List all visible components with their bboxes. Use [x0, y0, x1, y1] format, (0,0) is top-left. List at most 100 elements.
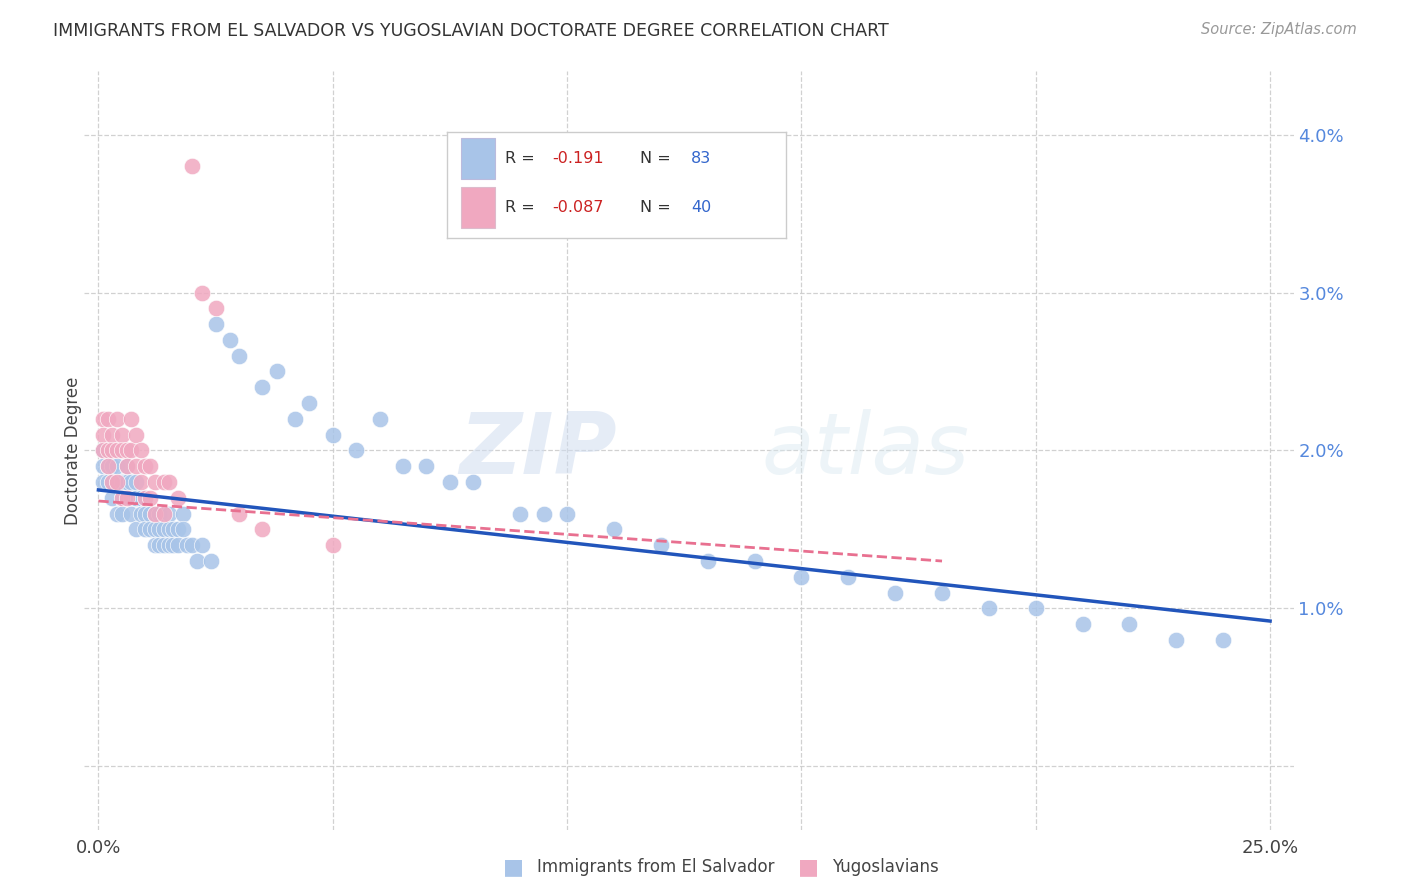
Point — [298, 396, 321, 410]
Point — [134, 523, 156, 537]
Point — [115, 491, 138, 505]
Point — [129, 491, 152, 505]
Point — [125, 427, 148, 442]
Point — [115, 459, 138, 474]
Point — [1118, 617, 1140, 632]
Point — [105, 475, 128, 489]
Point — [167, 523, 190, 537]
Point — [696, 554, 718, 568]
Point — [111, 507, 134, 521]
Point — [181, 538, 204, 552]
Point — [650, 538, 672, 552]
Point — [134, 507, 156, 521]
Point — [284, 412, 307, 426]
Point — [129, 507, 152, 521]
Text: ■: ■ — [503, 857, 523, 877]
Point — [129, 475, 152, 489]
Point — [120, 491, 142, 505]
Point — [153, 507, 176, 521]
Point — [172, 523, 194, 537]
Point — [134, 491, 156, 505]
Y-axis label: Doctorate Degree: Doctorate Degree — [65, 376, 82, 524]
Point — [884, 585, 907, 599]
Point — [91, 475, 114, 489]
Point — [162, 538, 184, 552]
Point — [148, 507, 170, 521]
Point — [143, 507, 166, 521]
Point — [252, 523, 274, 537]
Point — [139, 523, 162, 537]
Point — [190, 285, 212, 300]
Point — [415, 459, 437, 474]
Point — [200, 554, 222, 568]
Point — [228, 507, 250, 521]
Point — [148, 523, 170, 537]
Point — [186, 554, 208, 568]
Point — [157, 475, 180, 489]
Point — [111, 491, 134, 505]
Point — [125, 523, 148, 537]
Point — [97, 412, 120, 426]
Point — [190, 538, 212, 552]
Point — [509, 507, 531, 521]
Point — [143, 475, 166, 489]
Text: ZIP: ZIP — [458, 409, 616, 492]
Text: atlas: atlas — [762, 409, 970, 492]
Point — [368, 412, 391, 426]
Point — [603, 523, 626, 537]
Point — [790, 570, 813, 584]
Point — [148, 538, 170, 552]
Point — [111, 491, 134, 505]
Point — [176, 538, 198, 552]
Point — [977, 601, 1000, 615]
Point — [218, 333, 240, 347]
Point — [101, 427, 124, 442]
Point — [97, 459, 120, 474]
Point — [111, 427, 134, 442]
Text: Yugoslavians: Yugoslavians — [832, 858, 939, 876]
Point — [266, 364, 288, 378]
Point — [125, 475, 148, 489]
Point — [392, 459, 415, 474]
Point — [111, 443, 134, 458]
Point — [172, 507, 194, 521]
Point — [139, 507, 162, 521]
Point — [91, 427, 114, 442]
Point — [101, 459, 124, 474]
Point — [139, 491, 162, 505]
Point — [125, 491, 148, 505]
Point — [91, 459, 114, 474]
Point — [555, 507, 578, 521]
Point — [115, 475, 138, 489]
Point — [931, 585, 953, 599]
Point — [101, 491, 124, 505]
Point — [157, 523, 180, 537]
Point — [101, 475, 124, 489]
Point — [105, 507, 128, 521]
Point — [157, 538, 180, 552]
Point — [120, 443, 142, 458]
Point — [101, 443, 124, 458]
Point — [157, 507, 180, 521]
Point — [322, 427, 344, 442]
Point — [143, 538, 166, 552]
Point — [97, 443, 120, 458]
Point — [181, 159, 204, 173]
Point — [120, 475, 142, 489]
Point — [105, 412, 128, 426]
Point — [125, 459, 148, 474]
Point — [1166, 633, 1188, 648]
Point — [204, 317, 226, 331]
Point — [1212, 633, 1234, 648]
Point — [1071, 617, 1094, 632]
Point — [105, 443, 128, 458]
Point — [344, 443, 367, 458]
Point — [91, 443, 114, 458]
Point — [153, 475, 176, 489]
Point — [1025, 601, 1047, 615]
Point — [153, 523, 176, 537]
Point — [129, 443, 152, 458]
Point — [228, 349, 250, 363]
Point — [120, 507, 142, 521]
Point — [143, 507, 166, 521]
